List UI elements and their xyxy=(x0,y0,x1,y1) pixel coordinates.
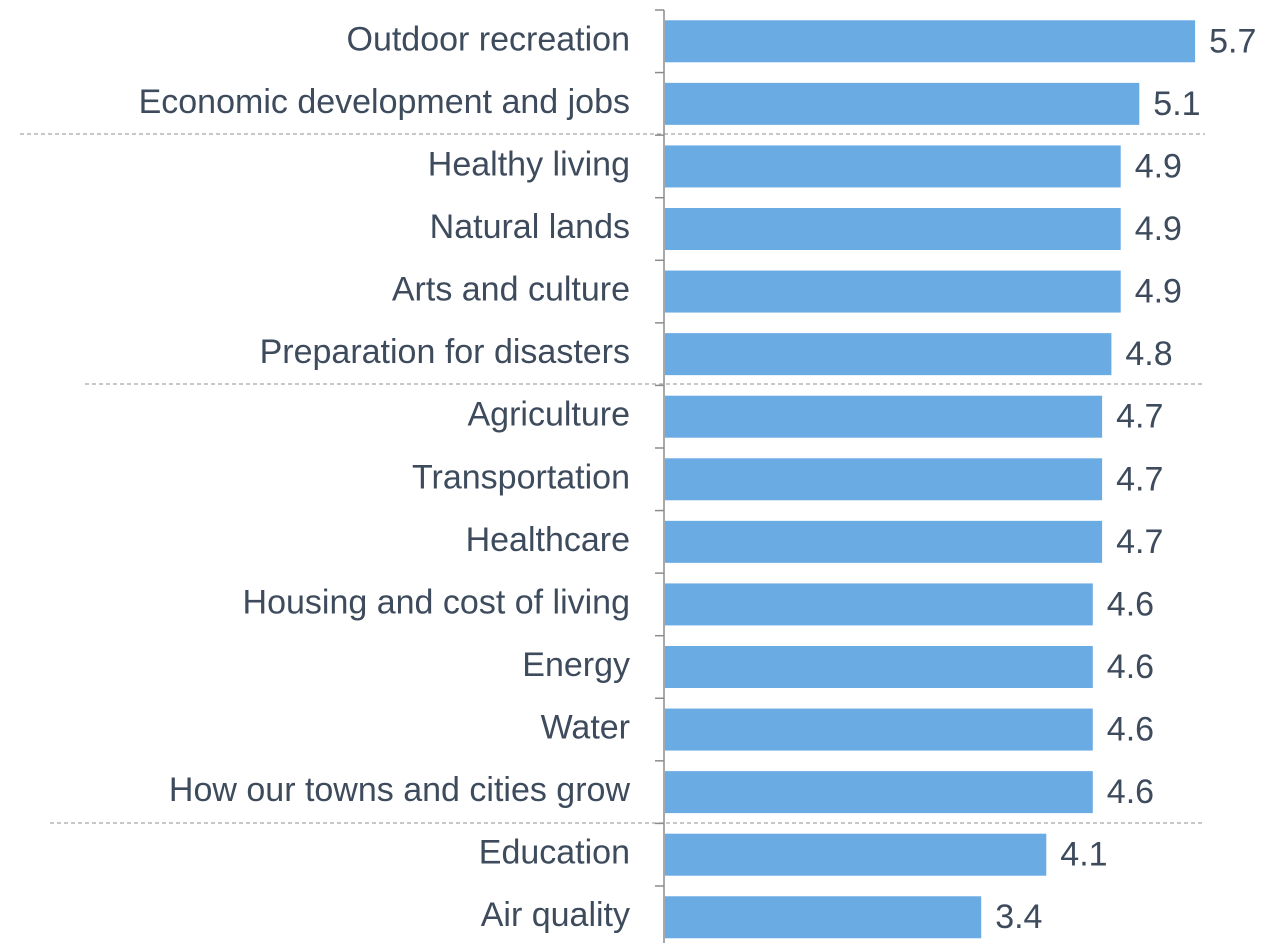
bar xyxy=(665,145,1121,188)
category-label: Housing and cost of living xyxy=(243,583,630,621)
category-label: Healthcare xyxy=(466,521,630,559)
category-label: Education xyxy=(479,834,630,872)
category-label: How our towns and cities grow xyxy=(169,771,631,809)
category-label: Healthy living xyxy=(428,145,630,183)
value-label: 5.7 xyxy=(1209,22,1256,60)
category-label: Arts and culture xyxy=(392,271,630,309)
bar xyxy=(665,520,1103,563)
bar xyxy=(665,708,1093,751)
bar xyxy=(665,20,1196,63)
value-label: 3.4 xyxy=(995,898,1042,936)
category-label: Preparation for disasters xyxy=(260,333,630,371)
value-label: 4.9 xyxy=(1135,210,1182,248)
value-label: 4.7 xyxy=(1116,398,1163,436)
bar xyxy=(665,896,982,939)
value-label: 4.6 xyxy=(1107,648,1154,686)
bar xyxy=(665,270,1121,313)
category-label: Outdoor recreation xyxy=(347,20,631,58)
value-label: 4.9 xyxy=(1135,273,1182,311)
category-label: Air quality xyxy=(481,896,630,934)
value-label: 4.6 xyxy=(1107,711,1154,749)
bar xyxy=(665,82,1140,125)
category-label: Economic development and jobs xyxy=(139,83,630,121)
value-label: 5.1 xyxy=(1153,85,1200,123)
bar xyxy=(665,458,1103,501)
bar xyxy=(665,645,1093,688)
category-label: Transportation xyxy=(412,458,630,496)
value-label: 4.6 xyxy=(1107,773,1154,811)
category-label: Energy xyxy=(522,646,630,684)
category-label: Agriculture xyxy=(467,396,630,434)
value-label: 4.1 xyxy=(1060,836,1107,874)
bar xyxy=(665,771,1093,814)
bar xyxy=(665,207,1121,250)
bar xyxy=(665,833,1047,876)
value-label: 4.8 xyxy=(1125,335,1172,373)
value-label: 4.6 xyxy=(1107,585,1154,623)
category-label: Natural lands xyxy=(430,208,630,246)
bar xyxy=(665,583,1093,626)
category-label: Water xyxy=(541,709,630,747)
value-label: 4.7 xyxy=(1116,460,1163,498)
bar xyxy=(665,395,1103,438)
value-label: 4.7 xyxy=(1116,523,1163,561)
value-label: 4.9 xyxy=(1135,147,1182,185)
bar xyxy=(665,333,1112,376)
